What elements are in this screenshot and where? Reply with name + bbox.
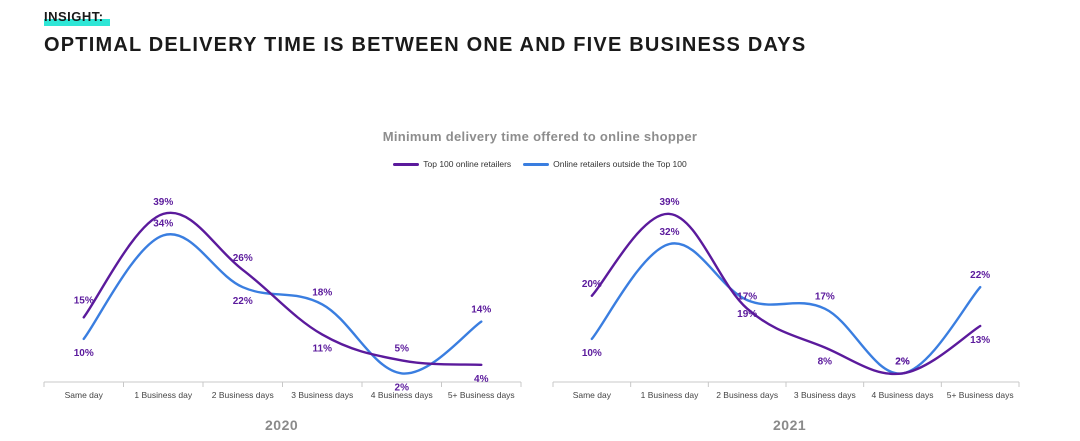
data-label-2021-outside-1: 32% [659,227,679,238]
data-label-2021-top100-2: 17% [737,292,757,303]
data-label-2020-outside-3: 18% [312,287,332,298]
data-label-2021-top100-4: 2% [895,356,910,367]
data-label-2020-top100-0: 15% [74,295,94,306]
chart-title: Minimum delivery time offered to online … [382,129,698,144]
data-label-2020-outside-0: 10% [74,348,94,359]
data-label-2020-outside-2: 22% [233,296,253,307]
x-tick-label-2020-5: 5+ Business days [448,390,515,400]
data-label-2020-top100-5: 4% [474,374,489,385]
legend-swatch-top100 [393,162,420,166]
data-label-2020-top100-2: 26% [233,253,253,264]
legend-label-outside: Online retailers outside the Top 100 [553,159,687,169]
x-tick-label-2020-3: 3 Business days [291,390,353,400]
x-tick-label-2020-2: 2 Business days [212,390,274,400]
chart-legend: Top 100 online retailers Online retailer… [0,159,1080,169]
data-label-2020-top100-1: 39% [153,197,173,208]
legend-swatch-outside [523,162,550,166]
data-label-2021-top100-5: 13% [970,335,990,346]
series-line-2021-outside [590,242,982,375]
legend-item-outside: Online retailers outside the Top 100 [523,159,687,169]
data-label-2021-top100-1: 39% [659,197,679,208]
legend-label-top100: Top 100 online retailers [423,159,512,169]
x-tick-label-2021-2: 2 Business days [716,390,778,400]
data-label-2021-top100-0: 20% [582,279,602,290]
panel-year-2020: 2020 [265,417,299,433]
series-line-2020-top100 [82,211,483,366]
series-line-2020-outside [82,233,483,375]
series-line-2021-top100 [590,212,982,376]
insight-tag-text: INSIGHT: [44,9,104,24]
x-tick-label-2020-1: 1 Business day [134,390,192,400]
data-label-2020-top100-4: 5% [395,343,410,354]
data-label-2021-outside-4: 2% [895,356,910,367]
data-label-2020-outside-1: 34% [153,218,173,229]
data-label-2020-top100-3: 11% [313,344,333,355]
x-tick-label-2021-3: 3 Business days [794,390,856,400]
x-tick-label-2021-1: 1 Business day [641,390,699,400]
data-label-2021-outside-5: 22% [970,270,990,281]
data-label-2020-outside-5: 14% [471,305,491,316]
data-label-2020-outside-4: 2% [395,382,410,393]
data-label-2021-top100-3: 8% [818,357,833,368]
x-tick-label-2020-4: 4 Business days [371,390,433,400]
data-label-2021-outside-0: 10% [582,348,602,359]
panel-year-2021: 2021 [773,417,807,433]
legend-item-top100: Top 100 online retailers [393,159,511,169]
x-tick-label-2021-4: 4 Business days [872,390,934,400]
insight-tag: INSIGHT: [44,9,110,26]
x-tick-label-2021-5: 5+ Business days [947,390,1014,400]
data-label-2021-outside-2: 19% [737,309,757,320]
x-tick-label-2021-0: Same day [573,390,612,400]
data-label-2021-outside-3: 17% [815,292,835,303]
x-tick-label-2020-0: Same day [65,390,104,400]
page-headline: OPTIMAL DELIVERY TIME IS BETWEEN ONE AND… [44,34,807,56]
